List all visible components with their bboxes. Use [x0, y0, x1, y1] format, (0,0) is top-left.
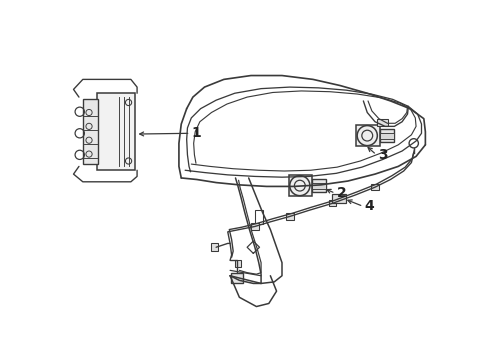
- Bar: [250, 223, 258, 230]
- Bar: [285, 213, 293, 220]
- Bar: [311, 183, 325, 189]
- Bar: [332, 194, 346, 203]
- Bar: [379, 132, 393, 139]
- Bar: [370, 184, 378, 190]
- Bar: [254, 210, 262, 224]
- Bar: [210, 243, 218, 251]
- Bar: [288, 175, 311, 197]
- Bar: [97, 93, 135, 170]
- Bar: [379, 130, 393, 142]
- Bar: [328, 200, 336, 206]
- Bar: [356, 125, 379, 147]
- Bar: [311, 180, 325, 192]
- Bar: [230, 274, 243, 283]
- Bar: [234, 260, 241, 266]
- Text: 1: 1: [191, 126, 201, 140]
- Bar: [82, 99, 98, 164]
- Text: 3: 3: [377, 148, 387, 162]
- Bar: [377, 119, 387, 126]
- Text: 4: 4: [364, 199, 374, 213]
- Text: 2: 2: [336, 186, 346, 201]
